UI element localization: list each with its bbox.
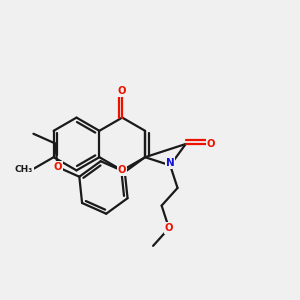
Text: O: O: [118, 165, 127, 176]
Text: N: N: [166, 158, 175, 168]
Text: O: O: [165, 223, 173, 233]
Text: O: O: [118, 86, 127, 96]
Text: CH₃: CH₃: [15, 165, 33, 174]
Text: O: O: [206, 139, 215, 149]
Text: O: O: [53, 162, 62, 172]
